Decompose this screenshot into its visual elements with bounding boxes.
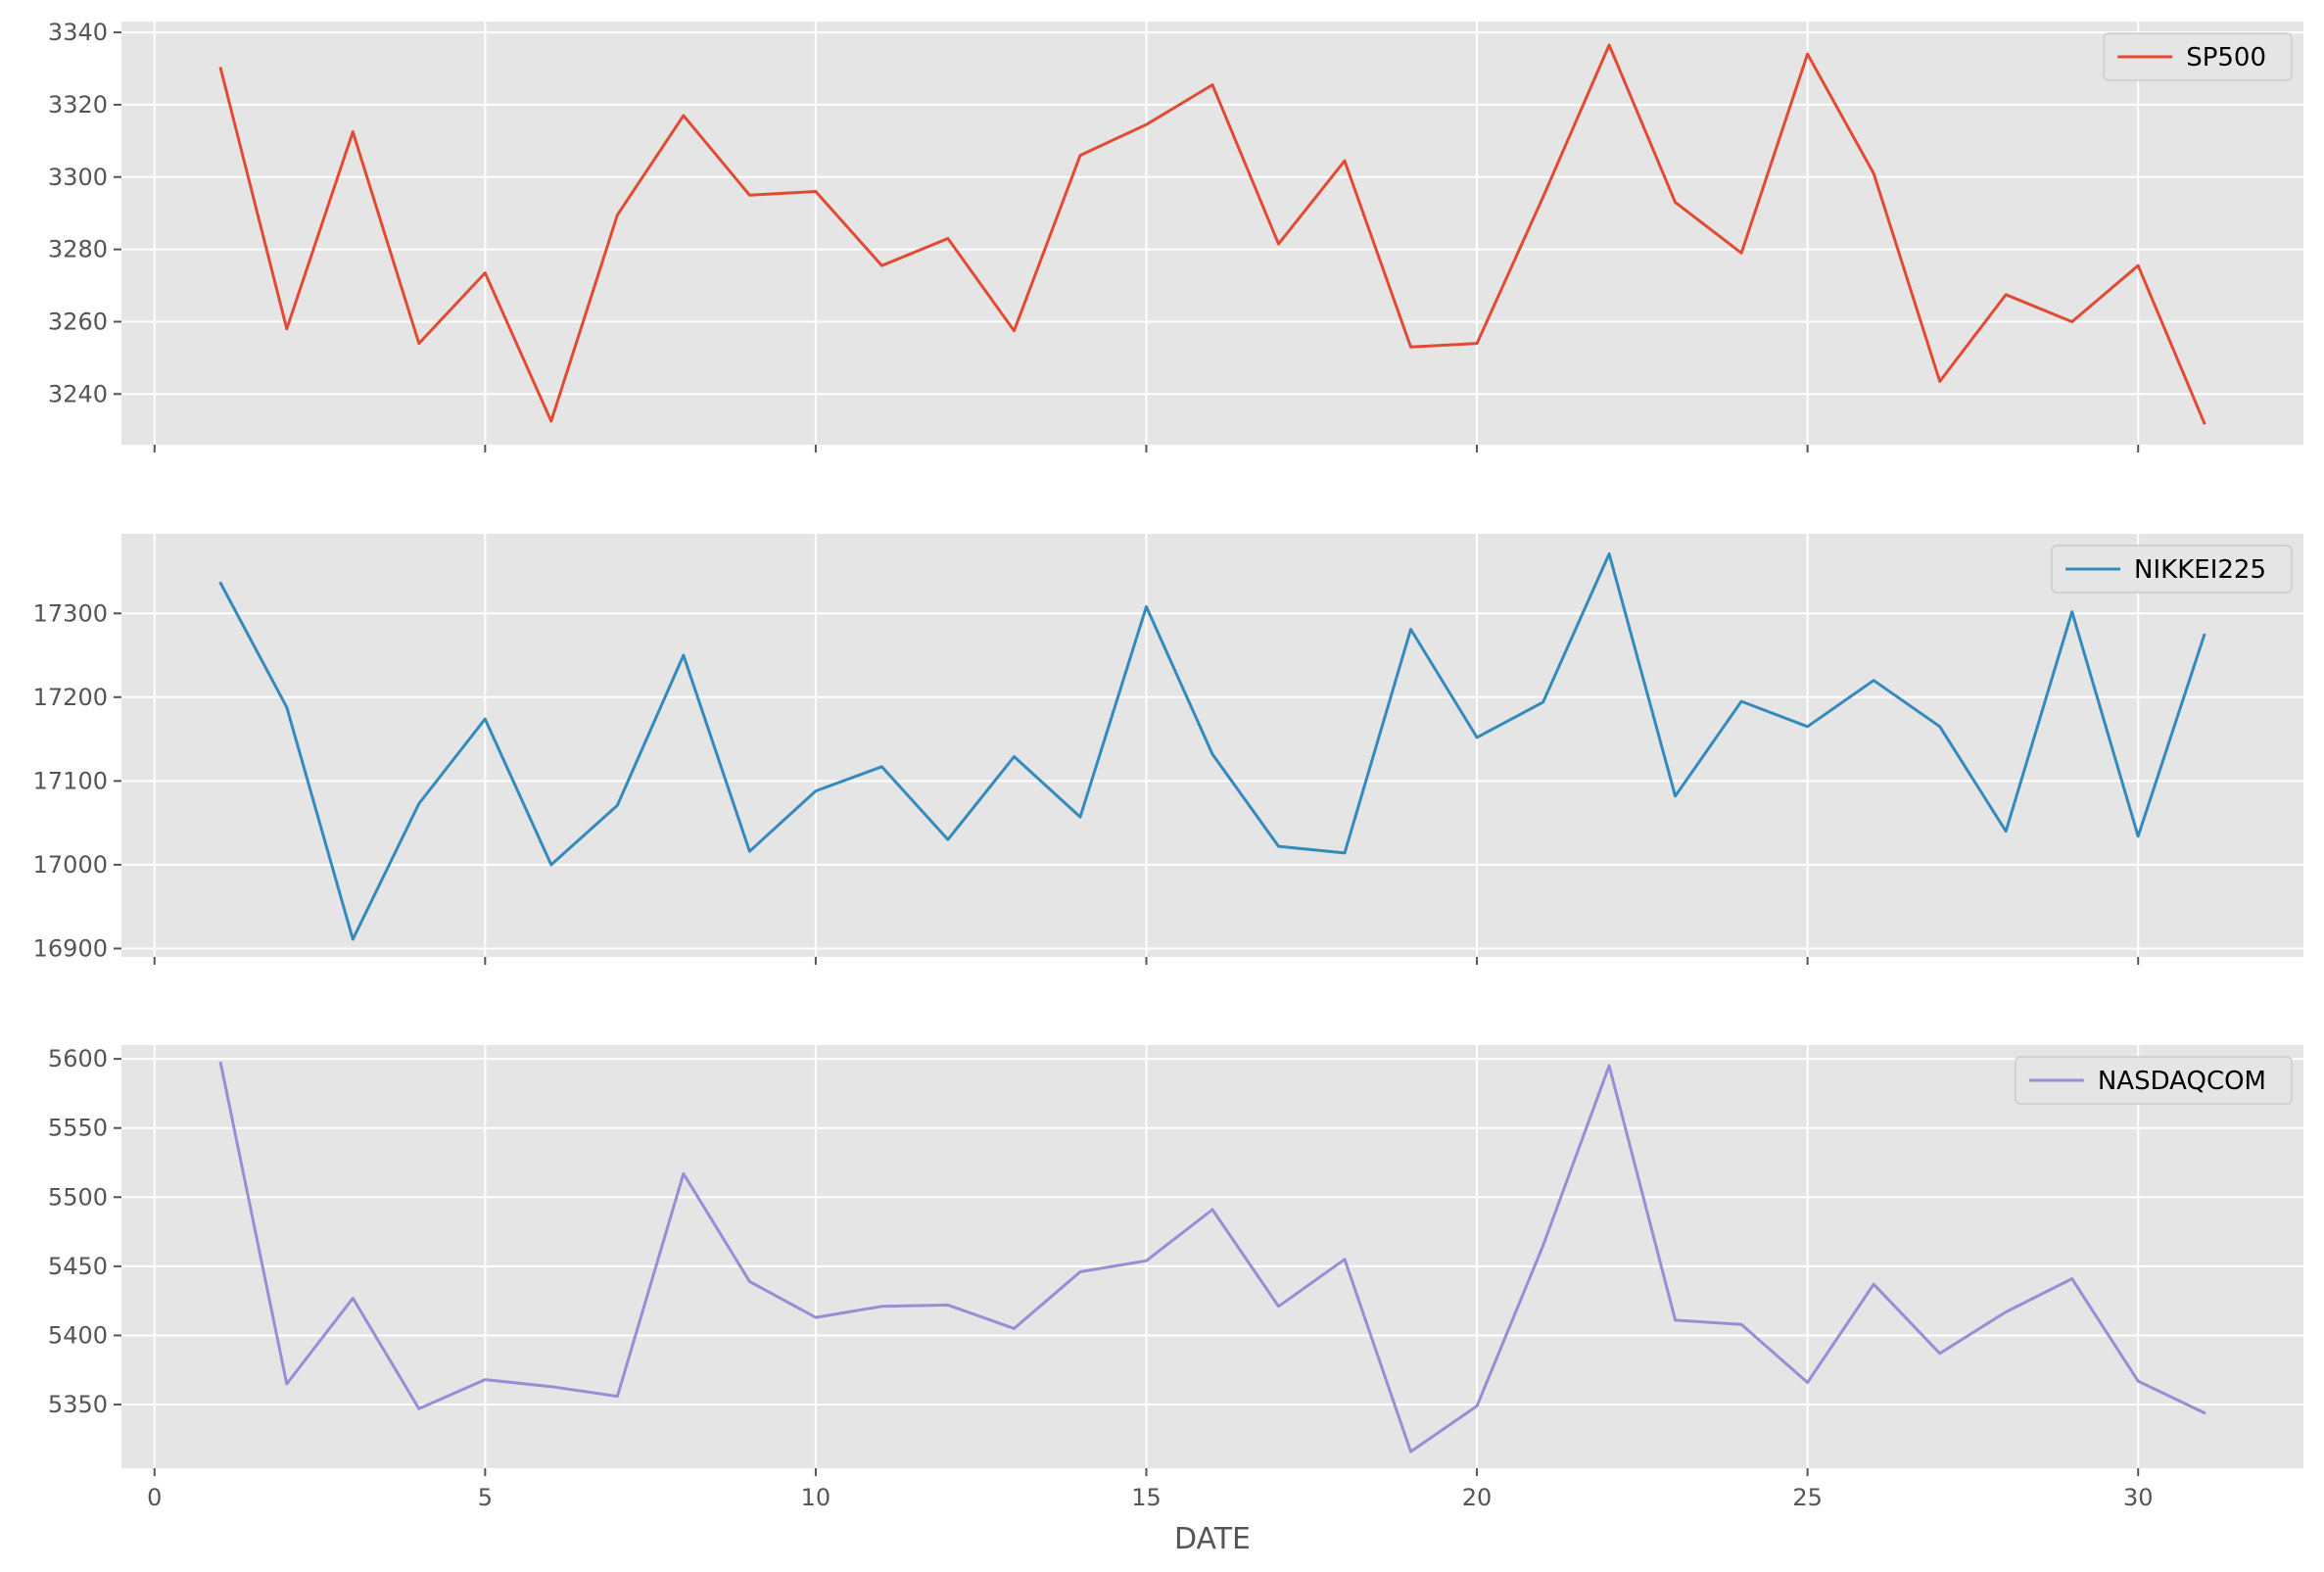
- legend: NASDAQCOM: [2015, 1056, 2293, 1105]
- y-tick-label: 3320: [48, 91, 108, 119]
- y-tick-label: 5450: [48, 1253, 108, 1280]
- legend-label: SP500: [2186, 43, 2266, 72]
- x-axis-title: DATE: [1174, 1522, 1251, 1556]
- series-line-nikkei225: [218, 552, 2206, 941]
- x-tick-label: 20: [1462, 1484, 1493, 1511]
- series-line-sp500: [218, 43, 2206, 425]
- y-tick-label: 5550: [48, 1115, 108, 1142]
- y-tick-label: 3300: [48, 164, 108, 191]
- y-tick-label: 3240: [48, 380, 108, 407]
- legend: NIKKEI225: [2051, 545, 2293, 594]
- panel-2: 16900 17000 17100 17200 17300 NIKKEI225: [33, 534, 2303, 965]
- y-tick-label: 5350: [48, 1391, 108, 1418]
- x-tick-label: 30: [2123, 1484, 2154, 1511]
- y-tick-label: 17200: [33, 684, 108, 711]
- legend: SP500: [2103, 32, 2293, 81]
- y-tick-label: 3260: [48, 308, 108, 335]
- panel-3: 0 5 10 15 20 25 30 5350 5400 5450 5500 5550 5600 NASD…: [48, 1045, 2303, 1556]
- y-tick-label: 5600: [48, 1045, 108, 1072]
- legend-box: [2015, 1056, 2293, 1105]
- x-tick-label: 0: [147, 1484, 162, 1511]
- y-tick-label: 17000: [33, 851, 108, 879]
- y-tick-label: 3280: [48, 236, 108, 263]
- x-tick-label: 15: [1131, 1484, 1162, 1511]
- series-line-nasdaqcom: [218, 1061, 2206, 1453]
- y-tick-label: 16900: [33, 934, 108, 962]
- x-tick-label: 5: [478, 1484, 493, 1511]
- y-tick-label: 17300: [33, 599, 108, 627]
- x-tick-label: 25: [1792, 1484, 1823, 1511]
- y-tick-label: 3340: [48, 19, 108, 46]
- y-tick-label: 17100: [33, 767, 108, 794]
- y-tick-label: 5500: [48, 1183, 108, 1211]
- legend-label: NIKKEI225: [2134, 555, 2266, 585]
- legend-box: [2051, 545, 2293, 594]
- legend-label: NASDAQCOM: [2098, 1067, 2266, 1096]
- y-tick-label: 5400: [48, 1321, 108, 1349]
- panel-1: 3240 3260 3280 3300 3320 3340 SP500: [48, 19, 2303, 453]
- legend-box: [2103, 32, 2293, 81]
- x-tick-label: 10: [801, 1484, 831, 1511]
- plot-background: [121, 534, 2303, 957]
